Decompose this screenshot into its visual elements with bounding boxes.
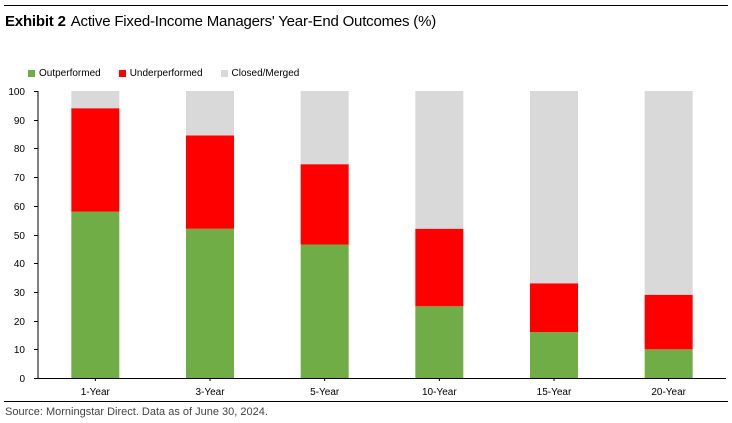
- x-tick-label: 1-Year: [81, 387, 111, 398]
- bar-segment-closed-merged: [71, 91, 120, 109]
- bar-segment-underperformed: [186, 135, 234, 229]
- bar-segment-closed-merged: [300, 91, 349, 165]
- bar-segment-outperformed: [186, 228, 234, 378]
- bar-segment-outperformed: [71, 211, 120, 378]
- bar-segment-outperformed: [644, 349, 693, 378]
- y-tick-label: 30: [14, 288, 26, 299]
- y-tick-label: 20: [14, 317, 26, 328]
- y-tick-label: 80: [14, 144, 26, 155]
- x-tick-label: 15-Year: [537, 387, 572, 398]
- bar-segment-outperformed: [415, 306, 464, 378]
- bar-segment-closed-merged: [530, 91, 578, 284]
- y-tick-label: 60: [14, 202, 26, 213]
- legend-label-outperformed: Outperformed: [39, 68, 101, 79]
- legend-item-underperformed: Underperformed: [118, 68, 203, 79]
- legend-label-underperformed: Underperformed: [129, 68, 203, 79]
- exhibit-label: Exhibit 2: [5, 13, 66, 30]
- legend-swatch-outperformed: [28, 70, 35, 77]
- legend-item-outperformed: Outperformed: [28, 68, 101, 79]
- y-tick-label: 90: [14, 116, 26, 127]
- bar-segment-outperformed: [300, 244, 349, 378]
- y-tick-label: 70: [14, 173, 26, 184]
- chart-title: Exhibit 2 Active Fixed-Income Managers' Y…: [5, 13, 436, 30]
- bar-segment-closed-merged: [186, 91, 234, 136]
- x-tick-label: 20-Year: [651, 387, 686, 398]
- bar-segment-closed-merged: [415, 91, 464, 229]
- x-tick-label: 10-Year: [422, 387, 457, 398]
- y-tick-label: 40: [14, 259, 26, 270]
- legend: Outperformed Underperformed Closed/Merge…: [28, 68, 317, 79]
- y-tick-label: 10: [14, 345, 26, 356]
- bar-segment-underperformed: [71, 108, 120, 212]
- bar-segment-underperformed: [300, 164, 349, 245]
- chart-title-text: Active Fixed-Income Managers' Year-End O…: [70, 13, 437, 30]
- bottom-rule: [4, 401, 728, 402]
- bar-segment-outperformed: [530, 332, 578, 378]
- top-rule: [4, 5, 728, 6]
- y-tick-label: 0: [19, 374, 25, 385]
- y-tick-label: 100: [8, 87, 25, 98]
- source-note: Source: Morningstar Direct. Data as of J…: [5, 406, 268, 418]
- bar-segment-closed-merged: [644, 91, 693, 295]
- legend-swatch-underperformed: [118, 70, 126, 77]
- legend-label-closed-merged: Closed/Merged: [231, 68, 300, 79]
- x-tick-label: 5-Year: [310, 387, 340, 398]
- bar-segment-underperformed: [530, 283, 578, 333]
- bar-segment-underperformed: [415, 228, 464, 307]
- bar-segment-underperformed: [644, 294, 693, 350]
- legend-item-closed-merged: Closed/Merged: [220, 68, 300, 79]
- x-tick-label: 3-Year: [195, 387, 225, 398]
- y-tick-label: 50: [14, 231, 26, 242]
- legend-swatch-closed-merged: [220, 70, 228, 77]
